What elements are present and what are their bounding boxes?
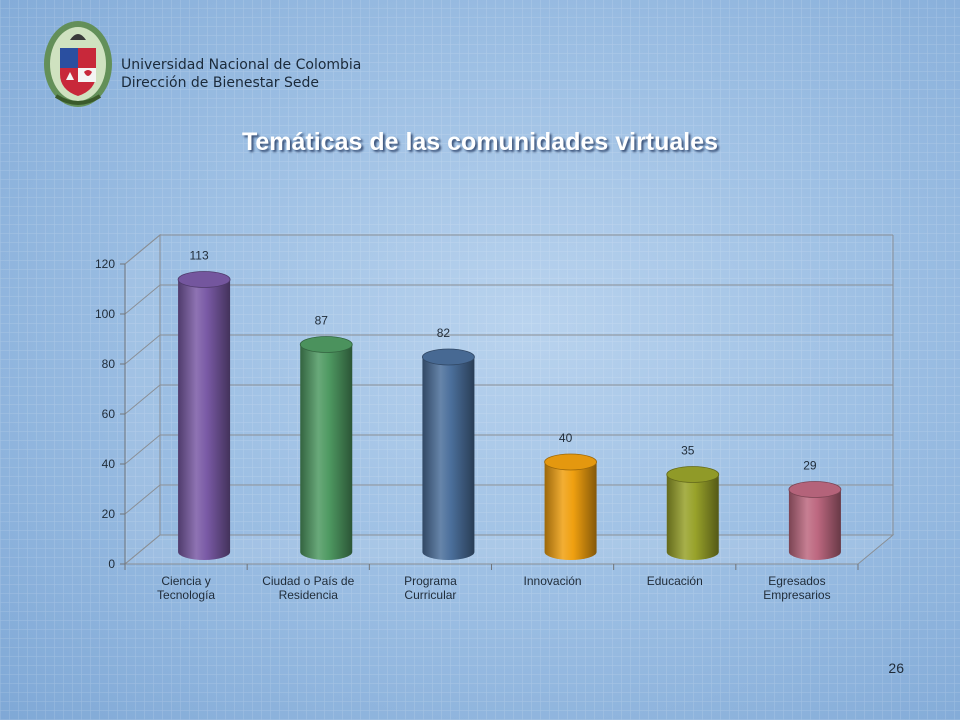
bars: 113 87 82 40 35 29 [177, 249, 842, 560]
gridline [124, 234, 893, 265]
bar-top [788, 481, 842, 498]
bar [422, 348, 475, 560]
bar [666, 466, 720, 560]
gridline [124, 334, 893, 365]
bar-body [788, 489, 841, 560]
y-tick-label: 80 [102, 357, 116, 371]
bar-body [422, 357, 475, 560]
x-tick-labels: Ciencia y Tecnología Ciudad o País de Resid… [157, 574, 831, 602]
bar-body [300, 344, 353, 560]
y-tick-label: 100 [95, 307, 115, 321]
data-label: 113 [190, 249, 209, 263]
bar-body [666, 474, 719, 560]
bar-top [544, 453, 597, 471]
x-tick-label-line: Educación [647, 574, 703, 588]
x-tick-label: Ciudad o País de Residencia [262, 574, 354, 602]
data-label: 87 [315, 314, 329, 328]
x-tick-label: Educación [647, 574, 703, 588]
header: Universidad Nacional de Colombia Direcci… [40, 18, 400, 110]
x-tick-label-line: Programa [404, 574, 457, 588]
page-number: 26 [888, 660, 904, 676]
y-tick-label: 60 [102, 407, 116, 421]
x-tick-label-line: Egresados [768, 574, 825, 588]
gridline [124, 384, 893, 415]
y-tick-label: 120 [95, 257, 115, 271]
slide-title: Temáticas de las comunidades virtuales [241, 128, 719, 156]
bar [299, 336, 353, 560]
bar-top [422, 348, 475, 366]
x-tick-label-line: Curricular [404, 588, 456, 602]
gridline [124, 484, 893, 515]
x-tick-label-line: Tecnología [157, 588, 215, 602]
university-seal-logo [44, 21, 112, 107]
gridlines: 0 20 40 60 80 100 120 [95, 234, 893, 571]
x-tick-label: Ciencia y Tecnología [157, 574, 215, 602]
plot-walls [123, 233, 895, 566]
x-tick-label-line: Residencia [279, 588, 339, 602]
bar-top [666, 466, 720, 483]
gridline [124, 284, 893, 315]
bar [788, 481, 842, 560]
y-tick-label: 20 [102, 507, 116, 521]
data-label: 40 [559, 431, 573, 445]
bar [177, 271, 231, 560]
bar-top [299, 336, 353, 353]
data-label: 35 [681, 444, 695, 458]
bar-body [178, 279, 231, 560]
bar [544, 453, 597, 560]
x-tick-label-line: Ciudad o País de [262, 574, 354, 588]
institution-text: Universidad Nacional de Colombia Direcci… [121, 56, 361, 92]
institution-name: Universidad Nacional de Colombia [121, 57, 362, 73]
y-tick-label: 40 [102, 457, 116, 471]
x-tick-label-line: Ciencia y [161, 574, 210, 588]
x-tick-label-line: Empresarios [763, 588, 830, 602]
x-tick-label-line: Innovación [524, 574, 582, 588]
bar-top [177, 271, 231, 288]
department-name: Dirección de Bienestar Sede [121, 75, 320, 91]
x-tick-label: Innovación [524, 574, 582, 588]
data-label: 29 [803, 459, 817, 473]
y-tick-label: 0 [108, 557, 115, 571]
data-label: 82 [437, 326, 451, 340]
x-tick-label: Egresados Empresarios [763, 574, 830, 602]
gridline [124, 434, 893, 465]
bar-body [544, 462, 597, 560]
floor [123, 534, 895, 565]
x-tick-label: Programa Curricular [404, 574, 457, 602]
